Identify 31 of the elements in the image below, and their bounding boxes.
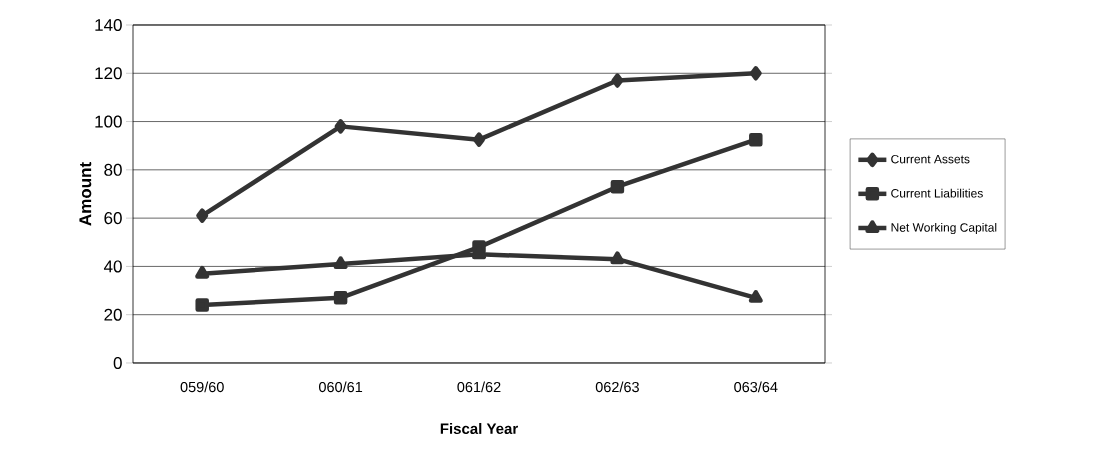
y-tick-label: 60 [104,212,122,225]
point [333,256,348,269]
point [196,208,209,223]
x-tick-label: 060/61 [319,381,363,393]
legend-label: Current Liabilities [891,188,983,198]
legend-label: Current Assets [891,154,970,164]
x-axis-title: Fiscal Year [440,422,518,434]
x-tick-label: 062/63 [595,381,639,393]
point [749,132,763,147]
y-tick-label: 20 [104,308,122,321]
y-tick-label: 80 [104,163,122,176]
y-tick-label: 100 [95,115,122,128]
y-tick-label: 140 [95,18,122,32]
point [748,290,763,303]
point [473,132,486,147]
point [749,66,762,81]
point [334,119,347,134]
legend-label: Net Working Capital [891,222,997,235]
point [611,73,624,88]
point [195,298,209,312]
x-tick-label: 059/60 [180,381,224,393]
y-tick-label: 120 [95,67,122,80]
point [333,291,348,305]
x-tick-label: 063/64 [734,381,778,393]
y-axis-title: Amount [79,162,92,226]
x-tick-label: 061/62 [457,381,501,393]
point [195,265,210,279]
point [610,179,625,194]
y-tick-label: 40 [103,260,122,273]
y-tick-label: 0 [113,356,122,370]
point [610,251,625,265]
